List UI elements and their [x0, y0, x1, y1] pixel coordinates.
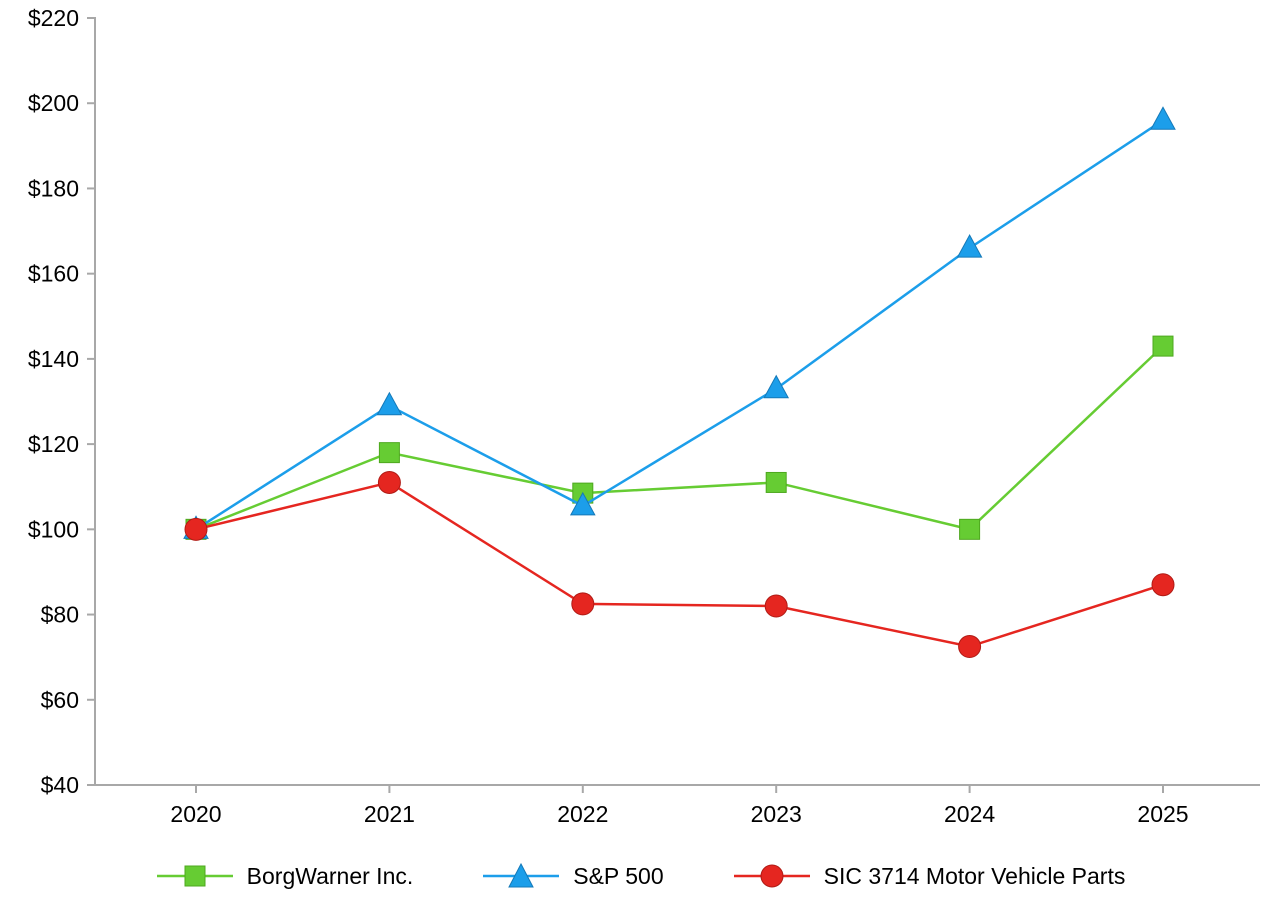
- chart-area: $40 $60 $80 $100 $120 $140 $160 $180 $200 $220 202…: [28, 5, 1260, 827]
- triangle-marker-icon: [483, 862, 560, 888]
- x-tick-label: 2021: [364, 801, 415, 827]
- series-line: [195, 119, 1164, 531]
- y-tick-label: $40: [41, 772, 79, 798]
- data-point-circle: [184, 517, 208, 541]
- y-tick-label: $160: [28, 261, 79, 287]
- circle-marker-icon: [733, 864, 810, 888]
- data-point-triangle: [569, 491, 596, 516]
- y-tick-label: $140: [28, 346, 79, 372]
- square-marker-icon: [156, 865, 233, 887]
- data-point-square: [378, 442, 400, 464]
- data-point-triangle: [1150, 106, 1176, 130]
- data-point-circle: [571, 592, 595, 616]
- y-tick-label: $120: [28, 431, 79, 457]
- data-point-circle: [1151, 573, 1175, 597]
- legend-item-sic3714: SIC 3714 Motor Vehicle Parts: [733, 862, 1126, 890]
- legend-label: SIC 3714 Motor Vehicle Parts: [823, 862, 1126, 889]
- data-point-triangle: [376, 391, 403, 416]
- x-tick-label: 2023: [751, 801, 802, 827]
- data-point-circle: [958, 635, 982, 659]
- data-point-circle: [764, 594, 788, 618]
- x-tick-label: 2022: [557, 801, 608, 827]
- y-tick-label: $220: [28, 5, 79, 31]
- data-point-triangle: [763, 374, 790, 399]
- y-tick-label: $80: [41, 602, 79, 628]
- legend-label: BorgWarner Inc.: [246, 862, 414, 889]
- data-point-square: [959, 518, 981, 540]
- x-tick-label: 2020: [170, 801, 221, 827]
- series-line: [195, 481, 1164, 648]
- data-point-square: [1152, 335, 1174, 357]
- data-point-triangle: [956, 234, 983, 258]
- legend-item-borgwarner: BorgWarner Inc.: [156, 862, 414, 890]
- series-line: [195, 345, 1164, 531]
- y-tick-label: $60: [41, 687, 79, 713]
- y-tick-label: $100: [28, 516, 79, 542]
- x-tick-label: 2025: [1137, 801, 1188, 827]
- chart-legend: BorgWarner Inc. S&P 500 SIC 3714 Motor V…: [0, 840, 1282, 912]
- data-point-circle: [377, 470, 401, 494]
- data-point-square: [765, 471, 787, 493]
- legend-label: S&P 500: [573, 862, 664, 889]
- x-tick-label: 2024: [944, 801, 995, 827]
- y-tick-label: $180: [28, 175, 79, 201]
- legend-item-sp500: S&P 500: [483, 862, 664, 890]
- chart-canvas: $40 $60 $80 $100 $120 $140 $160 $180 $200 $220 202…: [28, 5, 1260, 827]
- y-tick-label: $200: [28, 90, 79, 116]
